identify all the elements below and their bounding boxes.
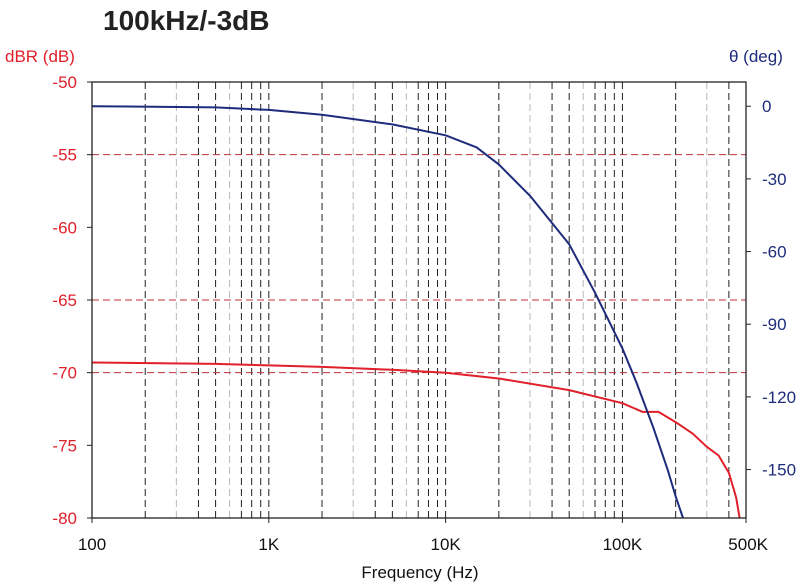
horizontal-gridlines [92,154,746,374]
right-tick-labels: 0 -30 -60 -90 -120 -150 [746,97,796,480]
series-layer [91,105,741,519]
left-tick-label: -55 [52,146,77,165]
left-tick-labels: -50 -55 -60 -65 -70 -75 -80 [52,73,92,528]
right-tick-label: -120 [762,388,796,407]
x-tick-label: 100K [603,535,643,554]
x-tick-label: 500K [728,535,768,554]
left-tick-label: -80 [52,509,77,528]
x-tick-label: 10K [430,535,461,554]
right-tick-label: -30 [762,170,787,189]
left-tick-label: -75 [52,436,77,455]
left-axis-label: dBR (dB) [5,47,75,66]
right-tick-label: 0 [762,97,771,116]
left-tick-label: -70 [52,364,77,383]
x-tick-label: 1K [258,535,279,554]
x-tick-labels: 100 1K 10K 100K 500K [78,518,769,554]
x-tick-label: 100 [78,535,106,554]
right-tick-label: -150 [762,461,796,480]
left-tick-label: -60 [52,218,77,237]
right-tick-label: -90 [762,315,787,334]
right-axis-label: θ (deg) [729,47,783,66]
phase-series-line [91,105,684,519]
dbr-series-line [91,361,741,519]
right-tick-label: -60 [762,243,787,262]
x-axis-label: Frequency (Hz) [361,563,478,582]
chart-title: 100kHz/-3dB [103,5,270,36]
left-tick-label: -65 [52,291,77,310]
left-tick-label: -50 [52,73,77,92]
